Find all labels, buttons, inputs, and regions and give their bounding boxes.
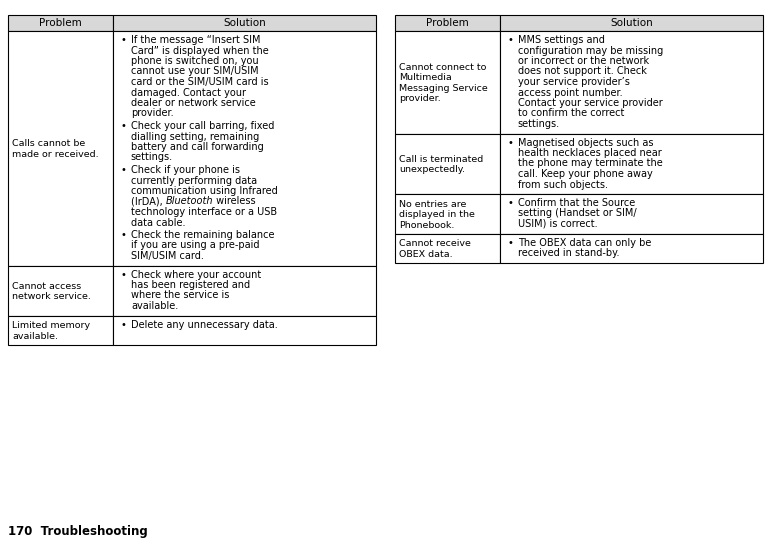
Text: if you are using a pre-paid: if you are using a pre-paid bbox=[131, 240, 259, 250]
Text: access point number.: access point number. bbox=[518, 87, 622, 97]
Text: call. Keep your phone away: call. Keep your phone away bbox=[518, 169, 653, 179]
Text: provider.: provider. bbox=[131, 108, 174, 118]
Text: Check where your account: Check where your account bbox=[131, 270, 261, 279]
Bar bbox=[8, 266, 113, 316]
Text: The OBEX data can only be: The OBEX data can only be bbox=[518, 238, 651, 248]
Text: setting (Handset or SIM/: setting (Handset or SIM/ bbox=[518, 208, 637, 218]
Text: unexpectedly.: unexpectedly. bbox=[399, 166, 465, 174]
Bar bbox=[500, 15, 763, 31]
Text: •: • bbox=[121, 35, 127, 45]
Bar bbox=[113, 316, 376, 344]
Text: Messaging Service: Messaging Service bbox=[399, 84, 488, 93]
Text: does not support it. Check: does not support it. Check bbox=[518, 67, 647, 76]
Text: available.: available. bbox=[131, 301, 178, 311]
Text: •: • bbox=[508, 198, 514, 208]
Text: USIM) is correct.: USIM) is correct. bbox=[518, 219, 598, 229]
Text: •: • bbox=[508, 238, 514, 248]
Text: 170  Troubleshooting: 170 Troubleshooting bbox=[8, 525, 148, 538]
Text: Confirm that the Source: Confirm that the Source bbox=[518, 198, 635, 208]
Text: •: • bbox=[508, 35, 514, 45]
Text: network service.: network service. bbox=[12, 292, 91, 301]
Text: Magnetised objects such as: Magnetised objects such as bbox=[518, 138, 654, 147]
Text: cannot use your SIM/USIM: cannot use your SIM/USIM bbox=[131, 67, 258, 76]
Text: made or received.: made or received. bbox=[12, 150, 98, 159]
Text: phone is switched on, you: phone is switched on, you bbox=[131, 56, 258, 66]
Text: •: • bbox=[121, 230, 127, 240]
Bar bbox=[113, 31, 376, 266]
Text: settings.: settings. bbox=[518, 119, 560, 129]
Text: available.: available. bbox=[12, 332, 58, 340]
Text: SIM/USIM card.: SIM/USIM card. bbox=[131, 251, 204, 261]
Text: or incorrect or the network: or incorrect or the network bbox=[518, 56, 649, 66]
Bar bbox=[500, 31, 763, 134]
Text: Problem: Problem bbox=[426, 18, 469, 28]
Text: Cannot receive: Cannot receive bbox=[399, 239, 471, 248]
Text: damaged. Contact your: damaged. Contact your bbox=[131, 87, 246, 97]
Text: •: • bbox=[121, 165, 127, 175]
Text: •: • bbox=[121, 320, 127, 329]
Bar bbox=[500, 194, 763, 234]
Text: Check if your phone is: Check if your phone is bbox=[131, 165, 240, 175]
Text: Limited memory: Limited memory bbox=[12, 321, 90, 330]
Text: Cannot access: Cannot access bbox=[12, 282, 82, 290]
Text: •: • bbox=[121, 121, 127, 131]
Bar bbox=[8, 15, 113, 31]
Text: Solution: Solution bbox=[610, 18, 653, 28]
Bar bbox=[395, 234, 500, 262]
Text: (IrDA),: (IrDA), bbox=[131, 196, 166, 206]
Bar bbox=[500, 234, 763, 262]
Text: communication using Infrared: communication using Infrared bbox=[131, 186, 278, 196]
Text: from such objects.: from such objects. bbox=[518, 179, 608, 190]
Text: health necklaces placed near: health necklaces placed near bbox=[518, 148, 661, 158]
Text: technology interface or a USB: technology interface or a USB bbox=[131, 207, 277, 217]
Text: provider.: provider. bbox=[399, 95, 441, 103]
Text: Multimedia: Multimedia bbox=[399, 73, 451, 82]
Text: Check your call barring, fixed: Check your call barring, fixed bbox=[131, 121, 275, 131]
Text: received in stand-by.: received in stand-by. bbox=[518, 248, 619, 258]
Text: If the message “Insert SIM: If the message “Insert SIM bbox=[131, 35, 261, 45]
Text: currently performing data: currently performing data bbox=[131, 175, 257, 185]
Text: Solution: Solution bbox=[223, 18, 266, 28]
Text: Problem: Problem bbox=[39, 18, 82, 28]
Text: card or the SIM/USIM card is: card or the SIM/USIM card is bbox=[131, 77, 268, 87]
Bar bbox=[395, 194, 500, 234]
Text: MMS settings and: MMS settings and bbox=[518, 35, 604, 45]
Bar bbox=[395, 134, 500, 194]
Text: dialling setting, remaining: dialling setting, remaining bbox=[131, 131, 259, 141]
Text: Bluetooth: Bluetooth bbox=[166, 196, 213, 206]
Text: settings.: settings. bbox=[131, 152, 173, 162]
Bar bbox=[395, 31, 500, 134]
Text: Phonebook.: Phonebook. bbox=[399, 221, 454, 229]
Text: Call is terminated: Call is terminated bbox=[399, 155, 483, 164]
Text: displayed in the: displayed in the bbox=[399, 210, 475, 219]
Text: •: • bbox=[121, 270, 127, 279]
Text: OBEX data.: OBEX data. bbox=[399, 250, 453, 258]
Text: Delete any unnecessary data.: Delete any unnecessary data. bbox=[131, 320, 278, 329]
Text: data cable.: data cable. bbox=[131, 217, 185, 228]
Text: •: • bbox=[508, 138, 514, 147]
Text: dealer or network service: dealer or network service bbox=[131, 98, 255, 108]
Bar bbox=[395, 15, 500, 31]
Text: your service provider’s: your service provider’s bbox=[518, 77, 630, 87]
Text: wireless: wireless bbox=[213, 196, 256, 206]
Bar bbox=[113, 15, 376, 31]
Bar bbox=[500, 134, 763, 194]
Bar bbox=[8, 31, 113, 266]
Text: to confirm the correct: to confirm the correct bbox=[518, 108, 624, 118]
Text: battery and call forwarding: battery and call forwarding bbox=[131, 142, 264, 152]
Text: No entries are: No entries are bbox=[399, 200, 466, 208]
Text: Contact your service provider: Contact your service provider bbox=[518, 98, 663, 108]
Text: the phone may terminate the: the phone may terminate the bbox=[518, 158, 663, 168]
Text: configuration may be missing: configuration may be missing bbox=[518, 46, 663, 56]
Text: where the service is: where the service is bbox=[131, 290, 229, 300]
Text: Card” is displayed when the: Card” is displayed when the bbox=[131, 46, 268, 56]
Text: Cannot connect to: Cannot connect to bbox=[399, 63, 486, 72]
Text: Calls cannot be: Calls cannot be bbox=[12, 139, 85, 148]
Text: Check the remaining balance: Check the remaining balance bbox=[131, 230, 275, 240]
Text: has been registered and: has been registered and bbox=[131, 280, 250, 290]
Bar bbox=[8, 316, 113, 344]
Bar bbox=[113, 266, 376, 316]
